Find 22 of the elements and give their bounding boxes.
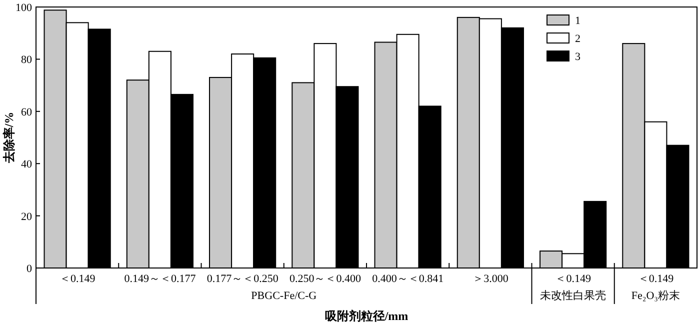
legend-label: 3: [575, 51, 581, 63]
y-tick-label: 0: [26, 263, 32, 275]
legend-label: 1: [575, 15, 580, 27]
y-tick-label: 100: [16, 2, 32, 14]
x-tick-label: 0.149～＜0.177: [124, 273, 196, 285]
x-tick-label: ＞3.000: [472, 273, 509, 285]
x-tick-label: 0.400～＜0.841: [372, 273, 444, 285]
y-tick-label: 80: [21, 54, 32, 66]
text: PBGC-Fe/C-G: [251, 290, 317, 302]
text: 未改性白果壳: [540, 289, 606, 302]
x-tick-label: ＜0.149: [638, 273, 674, 285]
text: Fe₂O₃粉末: [631, 289, 680, 302]
legend-label: 2: [575, 33, 580, 45]
y-tick-label: 60: [21, 106, 32, 118]
y-tick-label: 20: [21, 210, 32, 223]
x-tick-label: 0.177～＜0.250: [206, 273, 279, 285]
y-tick-label: 40: [21, 158, 32, 171]
x-tick-label: ＜0.149: [555, 273, 592, 285]
x-axis-title: 吸附剂粒径/mm: [324, 309, 408, 323]
x-tick-label: ＜0.149: [59, 273, 96, 285]
x-tick-label: 0.250～＜0.400: [289, 273, 362, 285]
y-axis-title: 去除率/%: [2, 112, 16, 164]
